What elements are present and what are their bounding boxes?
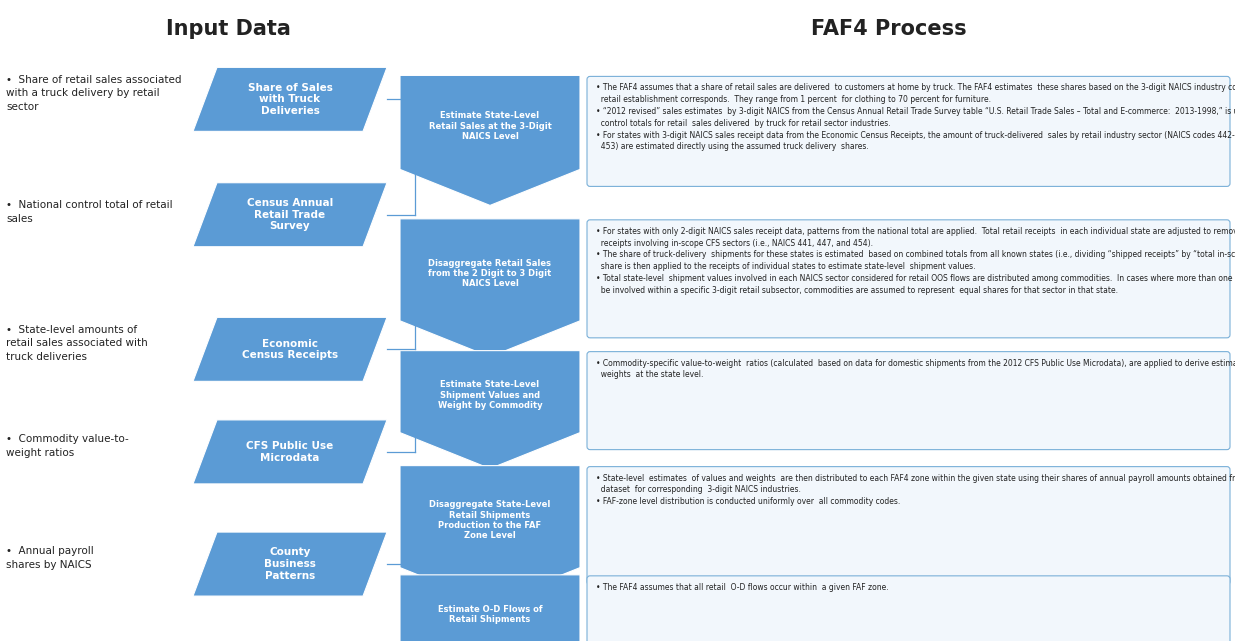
Text: •  Share of retail sales associated
with a truck delivery by retail
sector: • Share of retail sales associated with … xyxy=(6,75,182,112)
Text: Census Annual
Retail Trade
Survey: Census Annual Retail Trade Survey xyxy=(247,198,333,231)
FancyBboxPatch shape xyxy=(587,76,1230,187)
Text: County
Business
Patterns: County Business Patterns xyxy=(264,547,316,581)
Text: Share of Sales
with Truck
Deliveries: Share of Sales with Truck Deliveries xyxy=(247,83,332,116)
FancyBboxPatch shape xyxy=(587,352,1230,449)
Polygon shape xyxy=(193,183,387,247)
Text: Estimate State-Level
Retail Sales at the 3-Digit
NAICS Level: Estimate State-Level Retail Sales at the… xyxy=(429,111,552,141)
Text: •  Annual payroll
shares by NAICS: • Annual payroll shares by NAICS xyxy=(6,547,94,570)
Text: • Commodity-specific value-to-weight  ratios (calculated  based on data for dome: • Commodity-specific value-to-weight rat… xyxy=(597,358,1235,379)
Text: • For states with only 2-digit NAICS sales receipt data, patterns from the natio: • For states with only 2-digit NAICS sal… xyxy=(597,227,1235,295)
Text: Estimate O-D Flows of
Retail Shipments: Estimate O-D Flows of Retail Shipments xyxy=(437,604,542,624)
FancyBboxPatch shape xyxy=(587,576,1230,641)
FancyBboxPatch shape xyxy=(587,467,1230,585)
Text: •  State-level amounts of
retail sales associated with
truck deliveries: • State-level amounts of retail sales as… xyxy=(6,325,148,362)
Polygon shape xyxy=(400,219,580,357)
Text: •  Commodity value-to-
weight ratios: • Commodity value-to- weight ratios xyxy=(6,435,128,458)
Polygon shape xyxy=(400,465,580,604)
Polygon shape xyxy=(193,420,387,484)
Polygon shape xyxy=(400,575,580,641)
Text: Economic
Census Receipts: Economic Census Receipts xyxy=(242,338,338,360)
Polygon shape xyxy=(400,76,580,205)
FancyBboxPatch shape xyxy=(587,220,1230,338)
Text: CFS Public Use
Microdata: CFS Public Use Microdata xyxy=(246,441,333,463)
Text: • State-level  estimates  of values and weights  are then distributed to each FA: • State-level estimates of values and we… xyxy=(597,474,1235,506)
Polygon shape xyxy=(193,532,387,596)
Polygon shape xyxy=(193,67,387,131)
Text: • The FAF4 assumes that all retail  O-D flows occur within  a given FAF zone.: • The FAF4 assumes that all retail O-D f… xyxy=(597,583,889,592)
Text: Estimate State-Level
Shipment Values and
Weight by Commodity: Estimate State-Level Shipment Values and… xyxy=(437,380,542,410)
Text: Disaggregate State-Level
Retail Shipments
Production to the FAF
Zone Level: Disaggregate State-Level Retail Shipment… xyxy=(430,500,551,540)
Polygon shape xyxy=(400,351,580,469)
Text: FAF4 Process: FAF4 Process xyxy=(811,19,967,39)
Text: •  National control total of retail
sales: • National control total of retail sales xyxy=(6,201,173,224)
Text: • The FAF4 assumes that a share of retail sales are delivered  to customers at h: • The FAF4 assumes that a share of retai… xyxy=(597,83,1235,151)
Polygon shape xyxy=(193,317,387,381)
Text: Input Data: Input Data xyxy=(165,19,291,39)
Text: Disaggregate Retail Sales
from the 2 Digit to 3 Digit
NAICS Level: Disaggregate Retail Sales from the 2 Dig… xyxy=(429,258,552,288)
